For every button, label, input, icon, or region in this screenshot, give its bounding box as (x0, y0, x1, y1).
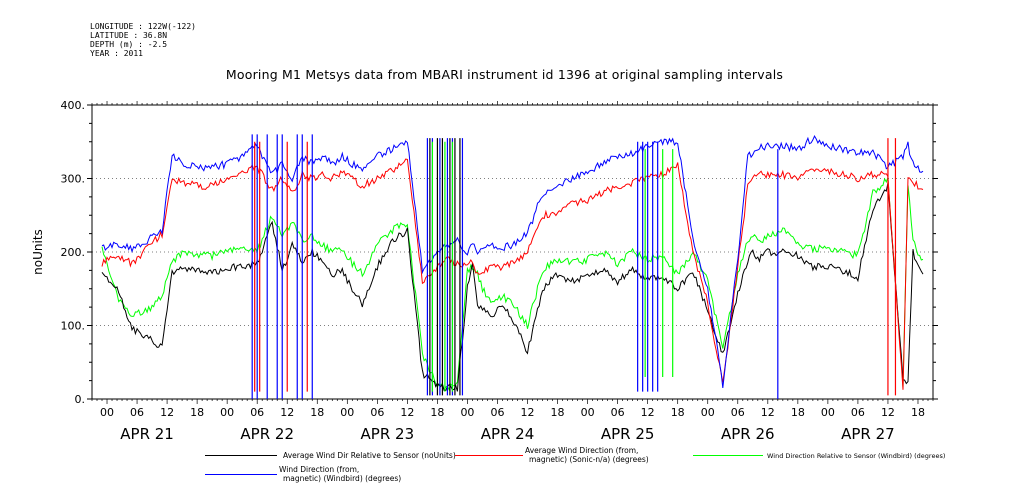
x-hour-tick-label: 00 (821, 406, 835, 419)
x-hour-tick-label: 12 (521, 406, 535, 419)
x-day-label: APR 23 (361, 425, 415, 443)
x-hour-tick-label: 00 (220, 406, 234, 419)
x-hour-tick-label: 00 (460, 406, 474, 419)
x-hour-tick-label: 00 (581, 406, 595, 419)
x-day-label: APR 27 (841, 425, 895, 443)
chart-title: Mooring M1 Metsys data from MBARI instru… (225, 67, 784, 82)
x-hour-tick-label: 06 (851, 406, 865, 419)
latitude-text: LATITUDE : 36.8N (90, 31, 168, 40)
x-hour-tick-label: 18 (310, 406, 324, 419)
x-day-label: APR 24 (481, 425, 535, 443)
y-tick-label: 200. (61, 246, 86, 259)
y-tick-label: 0. (75, 393, 86, 406)
x-day-label: APR 21 (120, 425, 174, 443)
x-day-label: APR 22 (240, 425, 294, 443)
x-hour-tick-label: 18 (911, 406, 925, 419)
x-day-label: APR 26 (721, 425, 775, 443)
x-day-label: APR 25 (601, 425, 655, 443)
depth-text: DEPTH (m) : -2.5 (90, 40, 168, 49)
x-hour-tick-label: 18 (791, 406, 805, 419)
x-hour-tick-label: 12 (280, 406, 294, 419)
x-hour-tick-label: 12 (881, 406, 895, 419)
x-hour-tick-label: 06 (731, 406, 745, 419)
metadata-block: LONGITUDE : 122W(-122) LATITUDE : 36.8N … (90, 22, 196, 58)
x-hour-tick-label: 18 (190, 406, 204, 419)
x-hour-tick-label: 12 (400, 406, 414, 419)
x-hour-tick-label: 18 (671, 406, 685, 419)
x-hour-tick-label: 18 (430, 406, 444, 419)
y-tick-label: 100. (61, 320, 86, 333)
series-line-avg-wind-dir-magnetic-sonic (101, 158, 924, 390)
x-hour-tick-label: 06 (370, 406, 384, 419)
y-tick-label: 400. (61, 99, 86, 112)
x-hour-tick-label: 00 (100, 406, 114, 419)
x-hour-tick-label: 12 (761, 406, 775, 419)
x-hour-tick-label: 06 (130, 406, 144, 419)
x-hour-tick-label: 00 (340, 406, 354, 419)
x-hour-tick-label: 12 (641, 406, 655, 419)
series-line-wind-dir-magnetic-windbird (101, 134, 924, 388)
y-axis-label: noUnits (31, 229, 45, 275)
x-hour-tick-label: 06 (490, 406, 504, 419)
x-hour-tick-label: 18 (551, 406, 565, 419)
series-line-avg-wind-dir-rel-sensor (101, 183, 924, 392)
x-hour-tick-label: 06 (611, 406, 625, 419)
year-text: YEAR : 2011 (90, 49, 143, 58)
longitude-text: LONGITUDE : 122W(-122) (90, 22, 196, 31)
x-hour-tick-label: 12 (160, 406, 174, 419)
y-tick-label: 300. (61, 173, 86, 186)
series-line-wind-dir-rel-sensor-windbird (101, 177, 924, 392)
x-hour-tick-label: 00 (701, 406, 715, 419)
x-hour-tick-label: 06 (250, 406, 264, 419)
